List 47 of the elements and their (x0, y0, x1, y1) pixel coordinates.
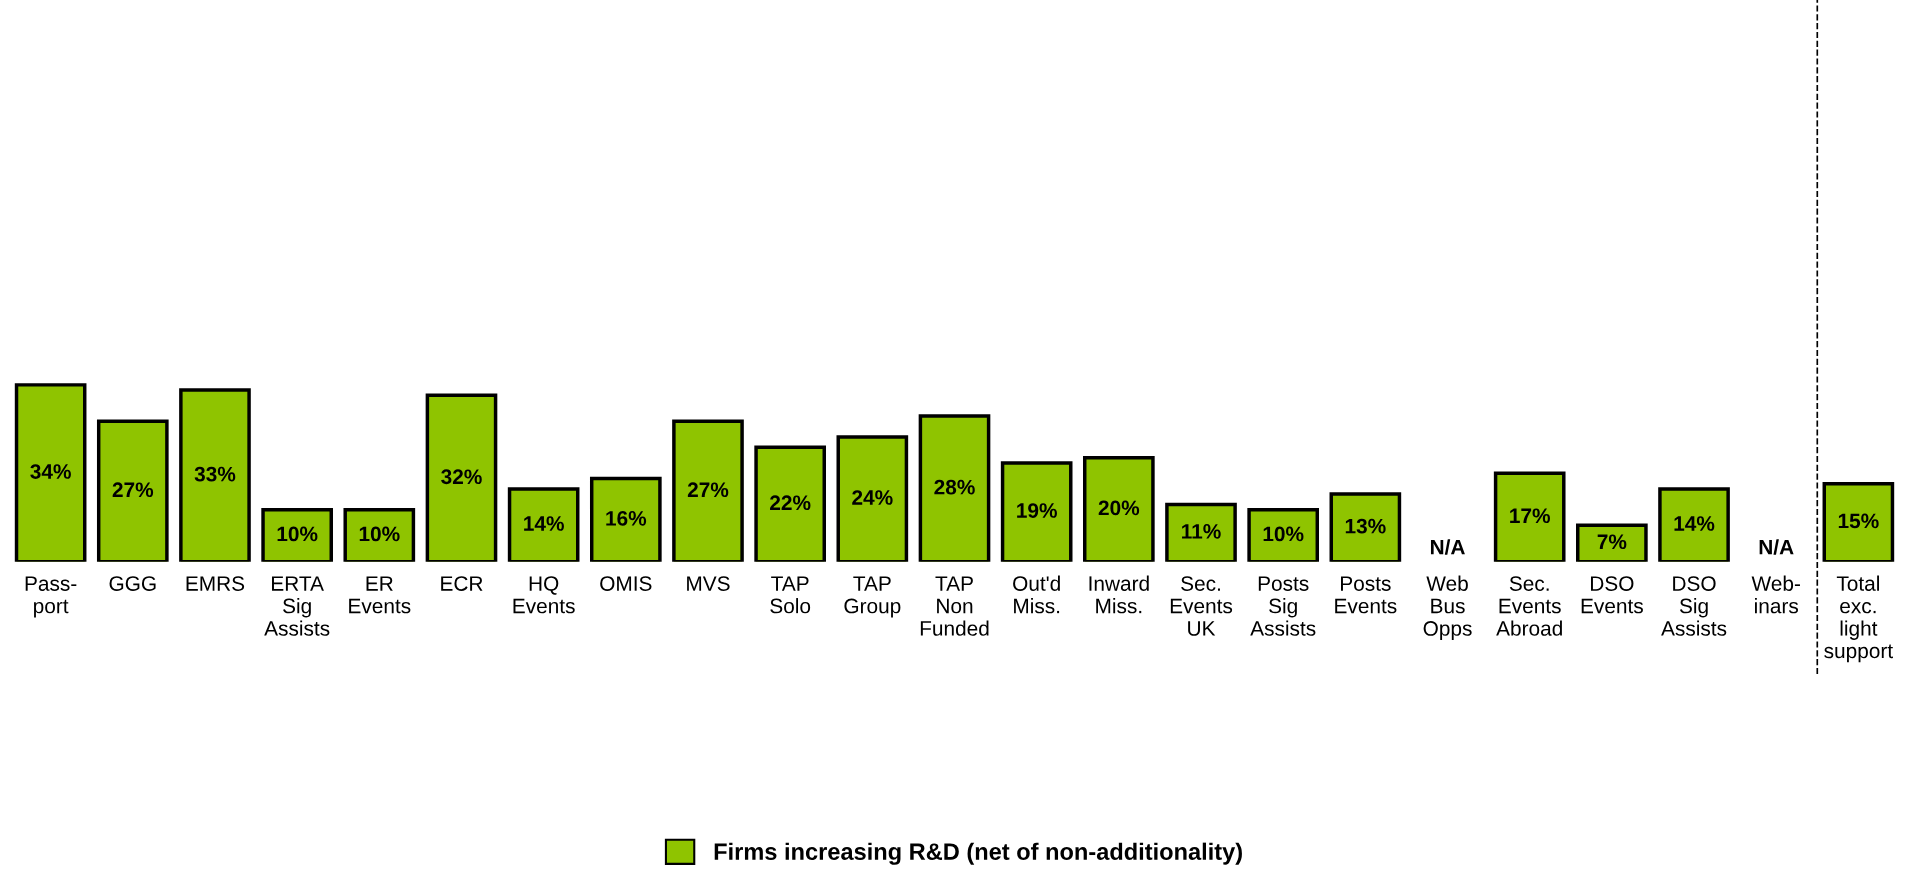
x-tick-label: DSO Sig Assists (1661, 576, 1727, 636)
data-label: 20% (1098, 500, 1140, 516)
data-label: 28% (934, 479, 975, 495)
x-tick-label: Web- inars (1751, 575, 1800, 614)
data-label: 11% (1182, 524, 1221, 539)
x-tick-label: Sec. Events UK (1170, 576, 1233, 636)
x-tick-label: Out'd Miss. (1013, 575, 1060, 614)
data-label: 22% (770, 495, 811, 511)
x-tick-label: MVS (687, 576, 730, 591)
x-tick-label: Inward Miss. (1089, 575, 1149, 614)
data-label: 27% (687, 482, 729, 498)
x-tick-label: TAP Non Funded (920, 576, 989, 636)
data-label: 24% (852, 490, 893, 505)
data-label: 14% (524, 516, 564, 531)
x-tick-label: DSO Events (1581, 576, 1643, 614)
x-tick-label: Sec. Events Abroad (1496, 576, 1562, 636)
data-label: 17% (1510, 508, 1550, 524)
data-label: 16% (606, 510, 647, 526)
data-label: 7% (1597, 534, 1627, 550)
x-tick-label: Posts Events (1335, 576, 1397, 614)
x-tick-label: Pass- port (25, 576, 77, 618)
x-tick-label: Total exc. light support (1824, 575, 1893, 663)
legend-label: Firms increasing R&D (net of non-additionality) (714, 842, 1242, 865)
text: N/A (1759, 539, 1794, 555)
x-tick-label: EMRS (186, 576, 245, 591)
data-label: 27% (112, 482, 154, 498)
data-label: 32% (441, 469, 482, 485)
data-label: 10% (359, 526, 400, 542)
x-tick-label: ERTA Sig Assists (264, 576, 330, 636)
data-label: 15% (1838, 513, 1879, 529)
data-label: 19% (1017, 503, 1057, 518)
data-label: 10% (277, 526, 318, 542)
data-label: 14% (1674, 516, 1715, 531)
data-label: 13% (1345, 518, 1386, 534)
x-tick-label: OMIS (600, 576, 652, 591)
data-label: 34% (30, 464, 71, 479)
x-tick-label: GGG (109, 576, 156, 591)
x-tick-label: Posts Sig Assists (1250, 576, 1316, 636)
data-label: 10% (1263, 526, 1304, 542)
x-tick-label: ECR (441, 576, 483, 591)
x-tick-label: Web Bus Opps (1423, 575, 1472, 640)
data-label: 33% (194, 466, 236, 482)
x-tick-label: HQ Events (513, 576, 575, 614)
x-tick-label: TAP Group (844, 576, 901, 618)
x-tick-label: ER Events (349, 576, 411, 614)
text: N/A (1430, 539, 1465, 555)
x-tick-label: TAP Solo (770, 576, 811, 614)
